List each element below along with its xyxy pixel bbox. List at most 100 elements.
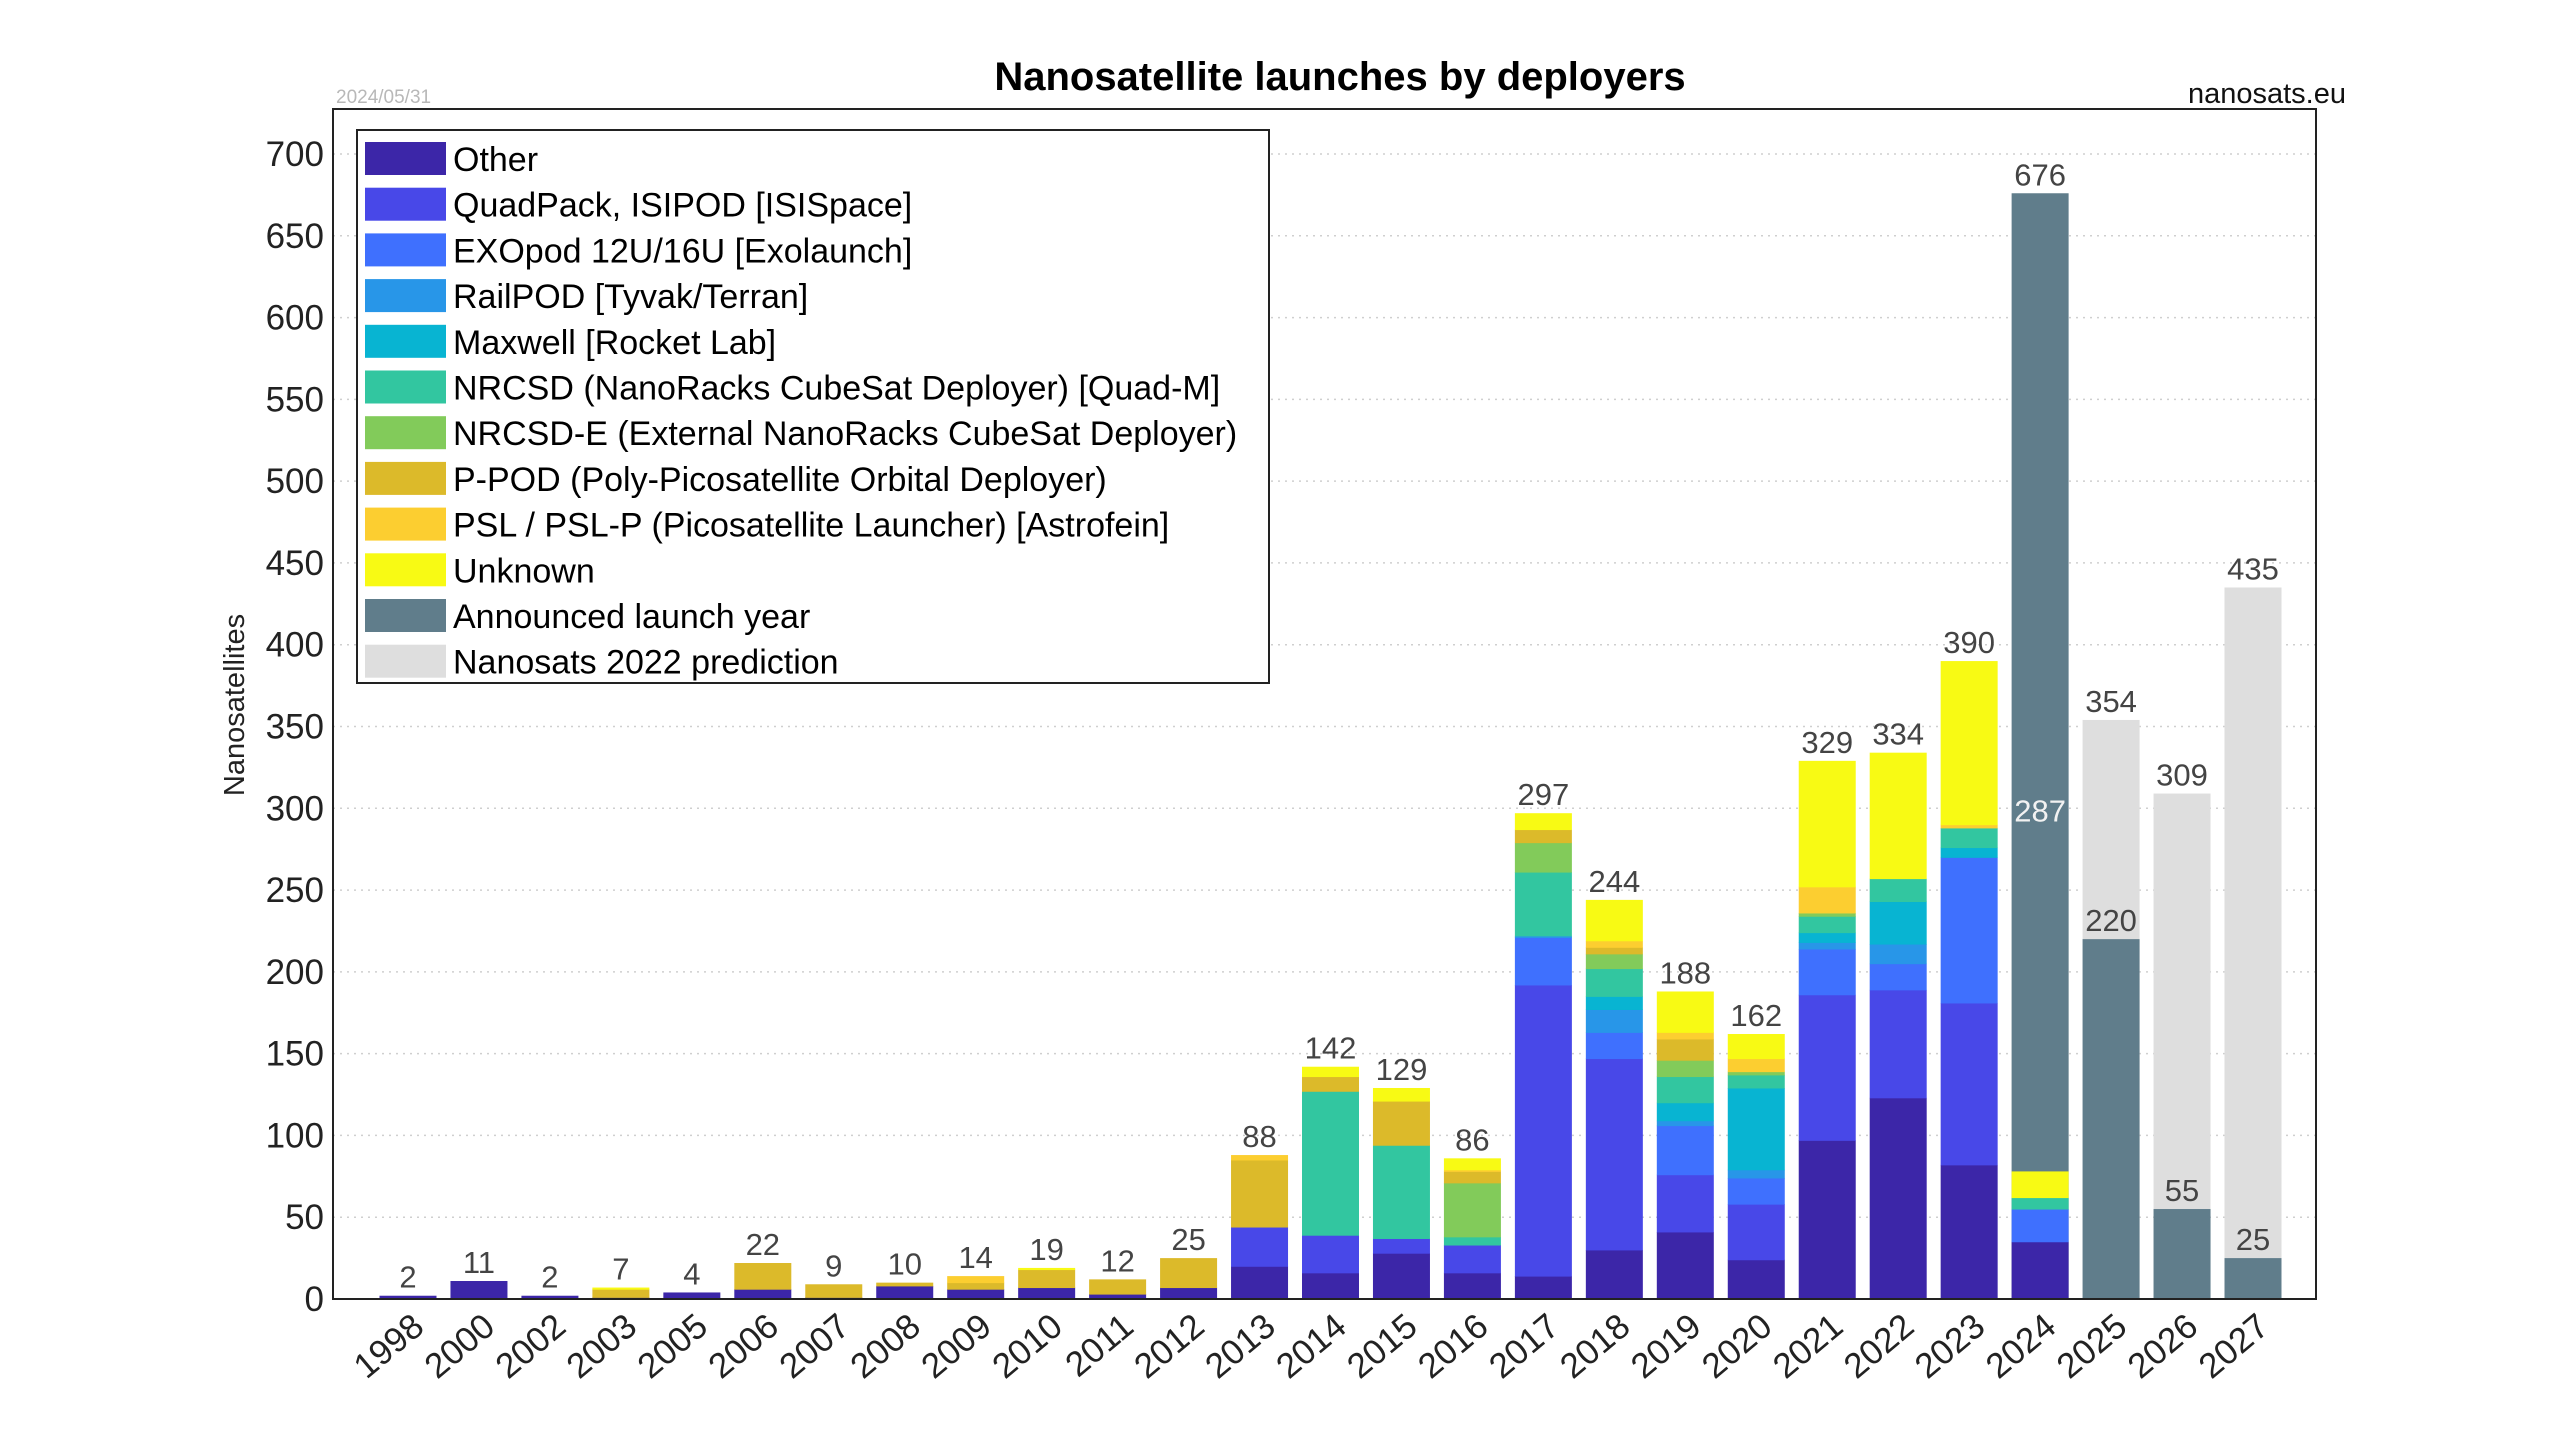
legend-swatch — [365, 142, 446, 175]
total-label: 7 — [612, 1252, 629, 1287]
bar-2022 — [1869, 752, 1927, 1300]
bar-segment — [734, 1263, 792, 1290]
total-label: 14 — [958, 1240, 992, 1275]
legend-label: NRCSD (NanoRacks CubeSat Deployer) [Quad… — [453, 370, 1220, 408]
source-label: nanosats.eu — [2188, 78, 2346, 110]
legend-swatch — [365, 370, 446, 404]
bar-segment — [1798, 916, 1856, 934]
legend-swatch — [365, 644, 446, 678]
legend-item: RailPOD [Tyvak/Terran] — [365, 278, 808, 316]
bar-2025 — [2082, 719, 2140, 1299]
bar-segment — [1798, 760, 1856, 888]
bar-2019 — [1656, 991, 1714, 1300]
bar-segment — [1302, 1076, 1359, 1092]
plot-frame — [332, 108, 2317, 1300]
x-tick-label: 2021 — [1766, 1306, 1851, 1386]
legend-label: Maxwell [Rocket Lab] — [453, 324, 776, 362]
bar-segment — [734, 1289, 792, 1300]
bar-segment — [1443, 1158, 1501, 1171]
total-label: 334 — [1872, 717, 1924, 752]
bar-segment — [1656, 1076, 1714, 1104]
y-tick-label: 250 — [266, 871, 324, 910]
x-axis-ticks: 1998200020022003200520062007200820092010… — [346, 1306, 2276, 1386]
total-label: 2 — [541, 1260, 558, 1295]
bar-segment — [450, 1281, 508, 1300]
bar-2005 — [663, 1292, 721, 1300]
bar-segment — [1018, 1269, 1076, 1289]
bar-segment — [1231, 1227, 1289, 1267]
bar-2008 — [876, 1282, 934, 1300]
legend-item: Maxwell [Rocket Lab] — [365, 324, 776, 362]
x-tick-label: 2022 — [1837, 1306, 1922, 1386]
x-tick-label: 2027 — [2191, 1306, 2276, 1386]
y-tick-label: 350 — [266, 708, 324, 747]
bar-segment-announced — [2011, 193, 2069, 1300]
legend-item: NRCSD (NanoRacks CubeSat Deployer) [Quad… — [365, 370, 1220, 408]
bar-segment — [1656, 1038, 1714, 1061]
y-tick-label: 400 — [266, 626, 324, 665]
x-tick-label: 2018 — [1553, 1306, 1638, 1386]
bar-segment — [1585, 968, 1643, 997]
total-label: 244 — [1588, 864, 1640, 899]
total-label: 86 — [1455, 1122, 1489, 1157]
legend-swatch — [365, 187, 446, 221]
total-label: 9 — [825, 1248, 842, 1283]
bar-segment — [1727, 1058, 1785, 1073]
bar-segment — [1585, 947, 1643, 955]
bar-segment — [947, 1276, 1005, 1284]
bar-2024 — [2011, 193, 2069, 1300]
bar-2026 — [2153, 793, 2211, 1299]
bar-2020 — [1727, 1034, 1785, 1300]
bar-segment — [1443, 1272, 1501, 1300]
bar-segment — [1869, 752, 1927, 880]
bar-segment — [1656, 1231, 1714, 1300]
bar-2012 — [1160, 1258, 1218, 1300]
bar-segment — [1656, 1120, 1714, 1127]
inner-label: 25 — [2236, 1222, 2270, 1257]
legend-swatch — [365, 507, 446, 541]
y-tick-label: 500 — [266, 462, 324, 501]
legend-label: NRCSD-E (External NanoRacks CubeSat Depl… — [453, 415, 1237, 453]
bar-segment — [1372, 1145, 1430, 1239]
total-label: 88 — [1242, 1119, 1276, 1154]
x-tick-label: 2020 — [1695, 1306, 1780, 1386]
total-label: 10 — [887, 1247, 921, 1282]
bar-segment — [1798, 948, 1856, 996]
x-tick-label: 2023 — [1908, 1306, 1993, 1386]
bar-2011 — [1089, 1279, 1147, 1300]
bar-segment — [1443, 1171, 1501, 1184]
legend: Other QuadPack, ISIPOD [ISISpace] EXOpod 1… — [356, 129, 1270, 684]
bar-segment — [1443, 1245, 1501, 1274]
bar-segment — [1940, 827, 1998, 849]
bar-segment — [1514, 872, 1572, 937]
bar-segment — [1727, 1071, 1785, 1076]
legend-label: Other — [453, 141, 538, 179]
bar-segment — [1514, 829, 1572, 844]
bar-segment — [2011, 1241, 2069, 1300]
x-tick-label: 2024 — [1979, 1306, 2064, 1386]
x-tick-label: 2002 — [488, 1306, 573, 1386]
bar-segment — [1727, 1074, 1785, 1089]
date-stamp: 2024/05/31 — [336, 87, 431, 108]
y-axis-label: Nanosatellites — [219, 614, 251, 796]
bar-segment — [2011, 1209, 2069, 1243]
bar-2009 — [947, 1276, 1005, 1300]
bar-segment — [1727, 1177, 1785, 1205]
bar-segment — [1940, 1002, 1998, 1166]
bar-2016 — [1443, 1158, 1501, 1300]
legend-item: Unknown — [365, 552, 595, 590]
legend-item: Other — [365, 141, 538, 179]
x-tick-label: 2012 — [1127, 1306, 1212, 1386]
inner-label: 287 — [2014, 794, 2066, 829]
x-tick-label: 2013 — [1198, 1306, 1283, 1386]
bar-segment — [1798, 994, 1856, 1141]
total-label: 309 — [2156, 758, 2208, 793]
bar-2017 — [1514, 813, 1572, 1300]
bar-segment — [1585, 1032, 1643, 1060]
x-tick-label: 2017 — [1482, 1306, 1567, 1386]
y-tick-label: 50 — [285, 1198, 324, 1237]
total-label: 11 — [463, 1245, 495, 1280]
x-tick-label: 2008 — [843, 1306, 928, 1386]
bar-segment — [1231, 1266, 1289, 1300]
total-label: 25 — [1171, 1222, 1205, 1257]
